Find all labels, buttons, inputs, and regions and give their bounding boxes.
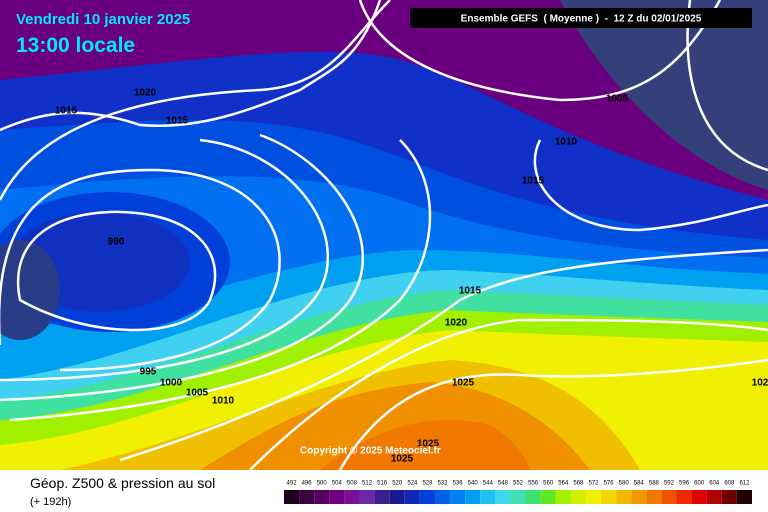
scale-swatch <box>555 490 571 504</box>
scale-label: 528 <box>422 481 433 487</box>
scale-swatch <box>585 490 602 504</box>
scale-label: 612 <box>739 481 750 487</box>
isobar-label: 1015 <box>166 116 189 127</box>
forecast-date: Vendredi 10 janvier 2025 <box>16 11 190 28</box>
scale-swatch <box>601 490 617 504</box>
legend-title: Géop. Z500 & pression au sol <box>30 475 215 491</box>
scale-label: 596 <box>679 481 690 487</box>
scale-label: 580 <box>619 481 630 487</box>
header-bar <box>410 8 752 28</box>
scale-label: 604 <box>709 481 720 487</box>
scale-swatch <box>480 490 496 504</box>
scale-label: 504 <box>332 481 343 487</box>
scale-swatch <box>570 490 586 504</box>
scale-swatch <box>314 490 330 504</box>
isobar-label: 1005 <box>606 94 629 105</box>
isobar-label: 1015 <box>522 176 545 187</box>
background-field <box>0 0 768 470</box>
isobar-labels: 1020101510159909951000100510101005101010… <box>55 88 768 465</box>
scale-swatch <box>721 490 737 504</box>
scale-swatch <box>359 490 375 504</box>
scale-swatch <box>706 490 722 504</box>
scale-swatch <box>329 490 345 504</box>
isobar-label: 1015 <box>55 106 78 117</box>
isobar-label: 1020 <box>445 318 468 329</box>
isobar-label: 1020 <box>134 88 157 99</box>
scale-swatch <box>631 490 647 504</box>
scale-label: 544 <box>483 481 494 487</box>
scale-swatch <box>736 490 752 504</box>
scale-swatch <box>284 490 300 504</box>
isobar-label: 1000 <box>160 378 183 389</box>
isobar-label: 1025 <box>391 454 414 465</box>
lead-time: (+ 192h) <box>30 496 71 508</box>
model-run: Ensemble GEFS ( Moyenne ) - 12 Z du 02/0… <box>461 14 702 25</box>
scale-label: 600 <box>694 481 705 487</box>
isobar-label: 1025 <box>452 378 475 389</box>
isobar-label: 102 <box>752 378 768 389</box>
scale-label: 592 <box>664 481 675 487</box>
scale-swatch <box>661 490 677 504</box>
scale-swatch <box>374 490 390 504</box>
scale-swatch <box>495 490 511 504</box>
scale-label: 584 <box>634 481 645 487</box>
scale-label: 560 <box>543 481 554 487</box>
scale-swatch <box>510 490 526 504</box>
scale-label: 496 <box>302 481 313 487</box>
scale-swatch <box>465 490 481 504</box>
scale-swatch <box>419 490 435 504</box>
isobars <box>0 0 768 462</box>
scale-label: 508 <box>347 481 358 487</box>
scale-label: 572 <box>588 481 599 487</box>
scale-swatch <box>450 490 466 504</box>
isobar-label: 1025 <box>417 439 440 450</box>
scale-label: 568 <box>573 481 584 487</box>
scale-label: 492 <box>287 481 298 487</box>
scale-swatch <box>616 490 632 504</box>
scale-swatch <box>344 490 360 504</box>
isobar-label: 1015 <box>459 286 482 297</box>
scale-swatch <box>525 490 541 504</box>
scale-swatch <box>540 490 556 504</box>
copyright: Copyright © 2025 Meteociel.fr <box>300 446 441 457</box>
scale-swatch <box>646 490 662 504</box>
isobar-label: 995 <box>140 367 157 378</box>
scale-label: 532 <box>438 481 449 487</box>
scale-swatch <box>404 490 420 504</box>
scale-swatch <box>389 490 405 504</box>
scale-label: 608 <box>724 481 735 487</box>
scale-label: 552 <box>513 481 524 487</box>
isobar-label: 1010 <box>555 137 578 148</box>
scale-label: 516 <box>377 481 388 487</box>
scale-swatch <box>434 490 451 504</box>
scale-label: 556 <box>528 481 539 487</box>
isobar-label: 1010 <box>212 396 235 407</box>
forecast-time: 13:00 locale <box>16 34 135 57</box>
scale-label: 520 <box>392 481 403 487</box>
scale-label: 564 <box>558 481 569 487</box>
scale-label: 500 <box>317 481 328 487</box>
scale-label: 576 <box>604 481 615 487</box>
scale-swatch <box>299 490 315 504</box>
scale-label: 588 <box>649 481 660 487</box>
isobar-label: 1005 <box>186 388 209 399</box>
scale-label: 512 <box>362 481 373 487</box>
scale-label: 524 <box>407 481 418 487</box>
isobar-label: 990 <box>108 237 125 248</box>
scale-label: 540 <box>468 481 479 487</box>
scale-swatch <box>691 490 707 504</box>
color-scale: 492 496 500 504 508 512 516 520 524 528 532 536 540 5… <box>284 481 752 504</box>
scale-swatch <box>676 490 692 504</box>
scale-label: 548 <box>498 481 509 487</box>
scale-label: 536 <box>453 481 464 487</box>
